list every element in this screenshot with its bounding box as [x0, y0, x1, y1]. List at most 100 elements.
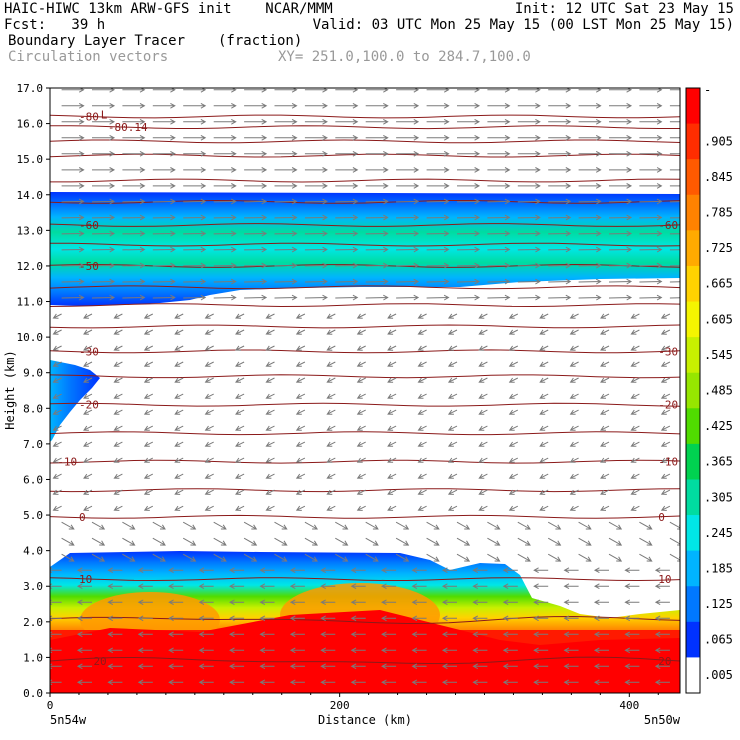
circulation-vector — [335, 521, 349, 530]
circulation-vector — [365, 150, 389, 157]
circulation-vector — [76, 647, 92, 654]
circulation-vector — [365, 262, 389, 269]
circulation-vector — [381, 647, 397, 654]
circulation-vector — [365, 294, 389, 301]
contour-label: 10 — [658, 573, 671, 586]
circulation-vector — [539, 409, 549, 415]
circulation-vector — [91, 553, 106, 562]
circulation-vector — [122, 262, 146, 269]
circulation-vector — [122, 167, 146, 173]
circulation-vector — [50, 599, 62, 606]
circulation-vector — [326, 361, 336, 367]
circulation-vector — [204, 473, 214, 479]
circulation-vector — [365, 278, 389, 285]
circulation-vector — [447, 313, 458, 319]
circulation-vector — [533, 615, 549, 622]
circulation-vector — [624, 615, 640, 622]
circulation-vector — [326, 409, 336, 415]
circulation-vector — [660, 457, 671, 463]
circulation-vector — [61, 198, 85, 205]
circulation-vector — [387, 329, 397, 335]
circulation-vector — [295, 505, 306, 511]
circulation-vector — [61, 262, 85, 269]
circulation-vector — [387, 441, 397, 447]
circulation-vector — [113, 345, 123, 351]
circulation-vector — [274, 183, 298, 189]
circulation-vector — [478, 425, 488, 431]
colorbar-swatch — [686, 123, 700, 160]
circulation-vector — [548, 167, 572, 173]
circulation-vector — [478, 505, 488, 511]
circulation-vector — [639, 118, 663, 125]
circulation-vector — [259, 647, 275, 654]
circulation-vector — [365, 214, 389, 221]
circulation-vector — [593, 583, 609, 590]
circulation-vector — [122, 553, 136, 562]
circulation-vector — [213, 246, 237, 253]
circulation-vector — [113, 377, 123, 383]
y-tick-label: 10.0 — [17, 331, 44, 344]
circulation-vector — [295, 425, 306, 431]
circulation-vector — [274, 118, 298, 125]
circulation-vector — [91, 294, 116, 301]
circulation-vector — [83, 505, 93, 511]
circulation-vector — [441, 583, 457, 590]
contour-label: 20 — [658, 655, 671, 668]
circulation-vector — [326, 345, 336, 351]
circulation-vector — [50, 615, 62, 622]
circulation-vector — [182, 537, 197, 546]
circulation-vector — [639, 134, 663, 141]
circulation-vector — [235, 345, 245, 351]
circulation-vector — [213, 553, 227, 562]
circulation-vector — [356, 457, 366, 463]
circulation-vector — [387, 505, 397, 511]
circulation-vector — [608, 262, 633, 269]
circulation-vector — [113, 473, 123, 479]
circulation-vector — [411, 615, 427, 622]
circulation-vector — [61, 134, 85, 141]
circulation-vector — [578, 150, 602, 157]
circulation-vector — [578, 278, 602, 285]
circulation-vector — [600, 377, 610, 383]
circulation-vector — [457, 102, 481, 109]
circulation-vector — [304, 118, 328, 125]
circulation-vector — [83, 313, 93, 319]
circulation-vector — [204, 425, 214, 431]
colorbar-labels: - .905 .845 .785 .725 .665 .605 .545 .485 .425 .36… — [704, 83, 733, 682]
circulation-vector — [204, 441, 214, 447]
circulation-vector — [113, 409, 123, 415]
circulation-vector — [600, 393, 610, 399]
circulation-vector — [517, 134, 541, 141]
circulation-vector — [395, 521, 410, 530]
circulation-vector — [259, 663, 275, 670]
circulation-vector — [502, 663, 518, 670]
colorbar-label: .065 — [704, 633, 733, 647]
circulation-vector — [152, 262, 176, 269]
circulation-vector — [274, 167, 298, 173]
circulation-vector — [387, 313, 397, 319]
circulation-vector — [478, 409, 488, 415]
circulation-vector — [417, 409, 427, 415]
circulation-vector — [578, 246, 602, 253]
x-end-location: 5n50w — [644, 713, 681, 727]
circulation-vector — [548, 294, 572, 301]
y-tick-label: 15.0 — [17, 153, 44, 166]
circulation-vector — [259, 615, 275, 622]
circulation-vector — [426, 167, 450, 173]
circulation-vector — [235, 329, 245, 335]
circulation-vector — [608, 198, 633, 205]
circulation-vector — [411, 663, 427, 670]
circulation-vector — [548, 262, 572, 269]
circulation-vector — [52, 361, 62, 367]
circulation-vector — [365, 118, 389, 125]
circulation-vector — [600, 489, 610, 495]
y-tick-label: 11.0 — [17, 296, 44, 309]
circulation-vector — [213, 167, 237, 173]
circulation-vector — [387, 361, 397, 367]
circulation-vector — [174, 473, 184, 479]
circulation-vector — [152, 537, 166, 546]
circulation-vector — [183, 214, 207, 221]
circulation-vector — [487, 262, 511, 269]
circulation-vector — [456, 262, 481, 269]
circulation-vector — [365, 246, 389, 253]
